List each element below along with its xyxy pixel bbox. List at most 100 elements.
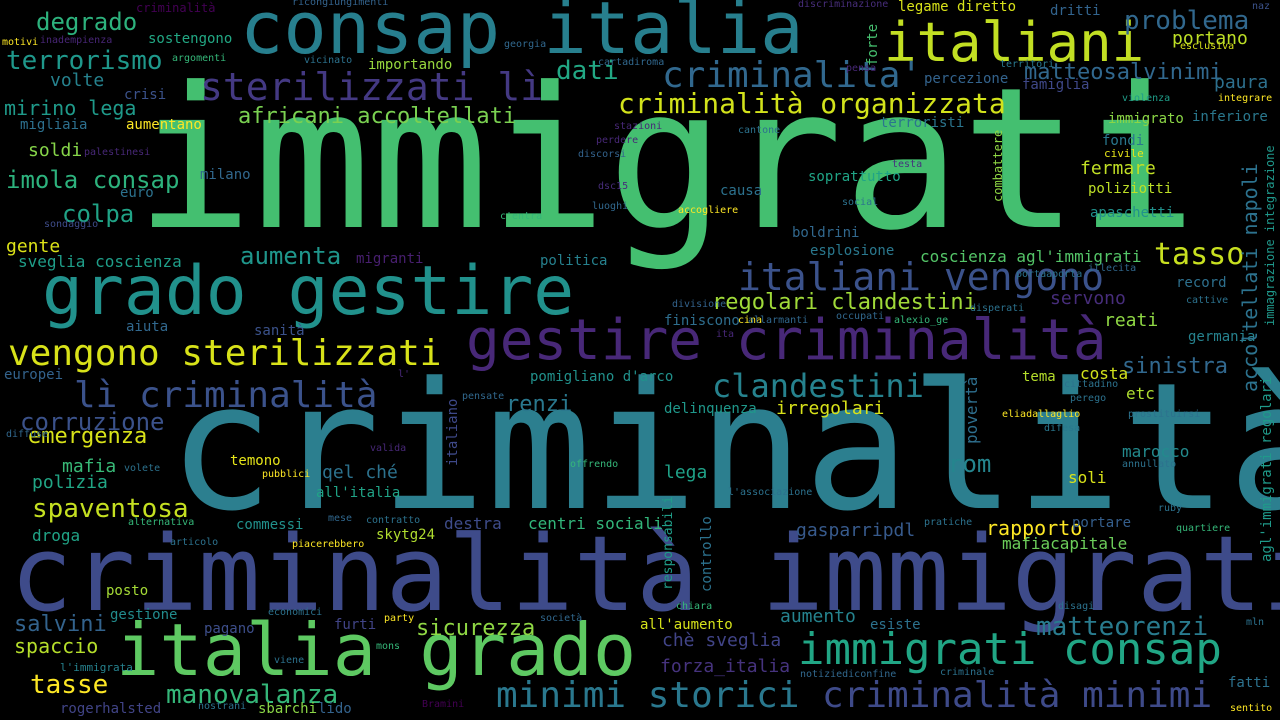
word: terrorismo xyxy=(6,46,163,76)
word: aiuta xyxy=(126,319,169,335)
word: all'aumento xyxy=(640,617,733,633)
word: discriminazione xyxy=(798,0,889,10)
word: motivi xyxy=(2,37,39,48)
word: party xyxy=(384,613,415,624)
word: percezione xyxy=(924,71,1009,87)
word: volte xyxy=(50,70,105,91)
word: clandestini xyxy=(712,367,924,405)
word: milano xyxy=(200,167,251,183)
word: marocco xyxy=(1122,442,1190,461)
word: migranti xyxy=(356,251,424,267)
word: inadempienza xyxy=(40,35,113,46)
word: all'italia xyxy=(316,485,401,501)
word: nostrani xyxy=(198,701,247,712)
word: lì criminalità xyxy=(74,375,378,416)
word: gestire criminalità xyxy=(466,308,1107,373)
word-vertical: povertà xyxy=(962,376,981,444)
word: problema xyxy=(1124,6,1250,36)
word-vertical: combattere xyxy=(991,129,1005,202)
word: soli xyxy=(1068,468,1107,487)
word: emergenza xyxy=(28,424,148,449)
word: finiscono xyxy=(664,313,740,329)
word: italiani xyxy=(884,11,1145,74)
word: salvini xyxy=(14,612,107,637)
word: criminalità organizzata xyxy=(618,87,1006,120)
word-vertical: accoltellati napoli xyxy=(1238,163,1262,392)
word: fatti xyxy=(1228,675,1271,691)
word: pagano xyxy=(204,621,255,637)
word: cittadino xyxy=(1064,379,1119,390)
word: qel ché xyxy=(322,462,398,483)
word: soldi xyxy=(28,140,83,161)
word: violenza xyxy=(1122,93,1171,104)
word: portano xyxy=(1172,28,1248,49)
word-vertical: italiano xyxy=(445,398,461,466)
word: diffuse xyxy=(6,429,49,440)
word: sterilizzati lì xyxy=(200,65,544,109)
word: prostituirsi xyxy=(1128,409,1201,420)
word: c'entra xyxy=(500,211,543,222)
word: delinquenza xyxy=(664,401,757,417)
word: aumentano xyxy=(126,117,202,133)
word: territori xyxy=(1000,59,1055,70)
word: pomigliano d'arco xyxy=(530,369,674,385)
word: dsc15 xyxy=(598,181,629,192)
word: temono xyxy=(230,453,281,469)
word: piacerebbero xyxy=(292,539,365,550)
word: gasparripdl xyxy=(796,520,916,541)
word: stazioni xyxy=(614,121,663,132)
word: cantone xyxy=(738,125,781,136)
word: criminalità immigrati xyxy=(10,513,1280,635)
word: integrare xyxy=(1218,93,1273,104)
word: civile xyxy=(1104,147,1144,160)
word: cartadiroma xyxy=(598,57,665,68)
word: aumento xyxy=(780,606,856,627)
word: dati xyxy=(556,56,619,86)
word: euro xyxy=(120,185,154,201)
word: migliaia xyxy=(20,117,88,133)
word: disperati xyxy=(970,303,1025,314)
word: etc xyxy=(1126,384,1155,403)
word: sinistra xyxy=(1122,354,1228,379)
word: criminale xyxy=(940,667,995,678)
word: crisi xyxy=(124,87,167,103)
word: sicurezza xyxy=(416,616,536,641)
word: pratiche xyxy=(924,517,973,528)
word-vertical: responsabili xyxy=(661,496,676,590)
word: offrendo xyxy=(570,459,619,470)
word: forza_italia xyxy=(660,656,791,677)
word: vengono sterilizzati xyxy=(8,333,442,374)
word: servono xyxy=(1050,288,1126,309)
word: matteorenzi xyxy=(1036,612,1209,642)
word: degrado xyxy=(36,8,138,36)
word: pensate xyxy=(462,391,505,402)
word: germania xyxy=(1188,329,1256,345)
word: italiani vengono xyxy=(738,255,1105,299)
word: tasse xyxy=(30,670,109,700)
word: centri sociali xyxy=(528,514,663,533)
word: Bramini xyxy=(422,699,465,710)
word: criminalita' xyxy=(662,55,923,96)
word: italia grado xyxy=(116,608,637,692)
word: record xyxy=(1176,275,1227,291)
word: polizia xyxy=(32,472,108,493)
word: mese xyxy=(328,513,353,524)
word: mirino lega xyxy=(4,96,137,120)
word: gente xyxy=(6,236,61,257)
word: manovalanza xyxy=(166,680,339,710)
word: chiara xyxy=(676,601,713,612)
word: allarmanti xyxy=(748,315,809,326)
word: sostengono xyxy=(148,31,233,47)
word: politica xyxy=(540,253,608,269)
word-vertical: immagrazione integrazione xyxy=(1263,145,1277,326)
word: palestinesi xyxy=(84,147,151,158)
word: soprattutto xyxy=(808,169,901,185)
word: sveglia coscienza xyxy=(18,252,182,271)
word: notiziediconfine xyxy=(800,669,897,680)
word: posto xyxy=(106,583,149,599)
word: costa xyxy=(1080,364,1129,383)
word: sentito xyxy=(1230,703,1273,714)
word: europei xyxy=(4,367,64,383)
word: reati xyxy=(1104,310,1159,331)
